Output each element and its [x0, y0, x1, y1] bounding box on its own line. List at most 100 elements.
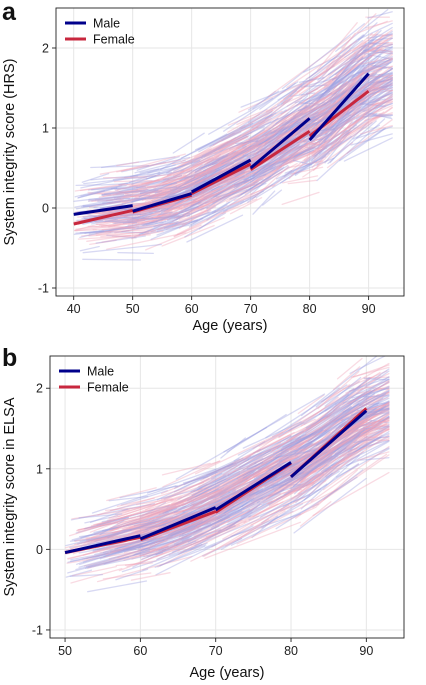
individual-trajectory: [101, 230, 164, 243]
individual-trajectory: [320, 94, 393, 148]
x-tick-label: 50: [126, 302, 140, 316]
individual-trajectory: [74, 183, 126, 192]
individual-trajectory: [245, 464, 329, 508]
individual-trajectory: [298, 428, 374, 491]
individual-trajectory: [190, 143, 226, 164]
individual-trajectory: [299, 501, 332, 527]
individual-trajectory: [265, 384, 348, 439]
individual-trajectory: [231, 112, 303, 160]
individual-trajectory: [357, 380, 390, 392]
individual-trajectory: [288, 110, 352, 157]
individual-trajectory: [148, 501, 183, 521]
panel-b-x-axis-label: Age (years): [190, 665, 265, 681]
individual-trajectory: [305, 64, 349, 94]
individual-trajectory: [276, 118, 298, 140]
individual-trajectory: [248, 117, 279, 141]
individual-trajectory: [330, 88, 393, 132]
individual-trajectory: [199, 156, 237, 184]
individual-trajectory: [305, 435, 368, 487]
individual-trajectory: [132, 192, 205, 224]
individual-trajectory: [294, 405, 352, 454]
individual-trajectory: [139, 222, 178, 234]
individual-trajectory: [254, 131, 277, 156]
individual-trajectory: [221, 135, 248, 151]
individual-trajectory: [74, 215, 128, 232]
individual-trajectory: [164, 179, 185, 190]
individual-trajectory: [87, 528, 149, 544]
individual-trajectory: [228, 129, 265, 151]
individual-trajectory: [222, 195, 257, 213]
individual-trajectory: [236, 518, 270, 541]
individual-trajectory: [174, 506, 241, 537]
individual-trajectory: [203, 157, 235, 176]
individual-trajectory: [200, 166, 282, 212]
individual-trajectory: [316, 469, 358, 507]
individual-trajectory: [199, 465, 299, 509]
individual-trajectory: [193, 500, 260, 534]
individual-trajectory: [332, 55, 364, 91]
individual-trajectory: [300, 84, 328, 88]
individual-trajectory: [242, 421, 302, 449]
x-tick-label: 90: [359, 644, 373, 658]
individual-trajectory: [71, 565, 117, 577]
individual-trajectory: [334, 408, 390, 439]
individual-trajectory: [272, 156, 309, 188]
individual-trajectory: [190, 486, 231, 508]
individual-trajectory: [318, 431, 354, 456]
individual-trajectory: [364, 408, 390, 414]
individual-trajectory: [310, 95, 372, 162]
panel-b-plot-frame: [49, 355, 405, 639]
individual-trajectory: [299, 74, 381, 132]
individual-trajectory: [331, 37, 393, 81]
individual-trajectory: [144, 489, 223, 516]
individual-trajectory: [252, 457, 325, 500]
individual-trajectory: [298, 102, 319, 105]
individual-trajectory: [84, 221, 158, 234]
individual-trajectory: [173, 458, 240, 490]
individual-trajectory: [311, 108, 333, 130]
individual-trajectory: [252, 137, 301, 176]
individual-trajectory: [330, 93, 367, 137]
individual-trajectory: [130, 572, 171, 581]
individual-trajectory: [288, 450, 318, 462]
individual-trajectory: [318, 100, 366, 155]
individual-trajectory: [328, 60, 373, 114]
individual-trajectory: [297, 97, 346, 125]
individual-trajectory: [180, 132, 235, 159]
individual-trajectory: [104, 228, 154, 233]
individual-trajectory: [304, 440, 339, 471]
individual-trajectory: [281, 191, 320, 206]
individual-trajectory: [123, 174, 172, 179]
individual-trajectory: [88, 194, 151, 201]
individual-trajectory: [85, 536, 121, 539]
individual-trajectory: [196, 167, 228, 186]
panel-a-x-axis-ticks: 40 50 60 70 80 90: [67, 296, 376, 316]
individual-trajectory: [171, 489, 197, 505]
individual-trajectory: [353, 423, 390, 436]
individual-trajectory: [262, 473, 325, 504]
individual-trajectory: [88, 554, 145, 568]
individual-trajectory: [186, 181, 258, 217]
individual-trajectory: [134, 535, 188, 555]
individual-trajectory: [246, 116, 308, 158]
individual-trajectory: [182, 195, 222, 216]
individual-trajectory: [325, 440, 390, 478]
individual-trajectory: [173, 183, 256, 219]
individual-trajectory: [112, 503, 195, 535]
individual-trajectory: [69, 548, 137, 562]
individual-trajectory: [358, 402, 390, 406]
individual-trajectory: [249, 442, 282, 466]
individual-trajectory: [246, 429, 328, 474]
individual-trajectory: [265, 421, 344, 473]
individual-trajectory: [147, 184, 194, 203]
individual-trajectory: [347, 95, 369, 116]
individual-trajectory: [149, 163, 222, 195]
individual-trajectory: [123, 525, 164, 538]
individual-trajectory: [292, 83, 351, 117]
individual-trajectory: [139, 173, 201, 195]
individual-trajectory: [324, 376, 362, 407]
individual-trajectory: [93, 508, 156, 526]
individual-trajectory: [242, 440, 313, 476]
individual-trajectory: [368, 42, 393, 45]
individual-trajectory: [250, 166, 282, 196]
